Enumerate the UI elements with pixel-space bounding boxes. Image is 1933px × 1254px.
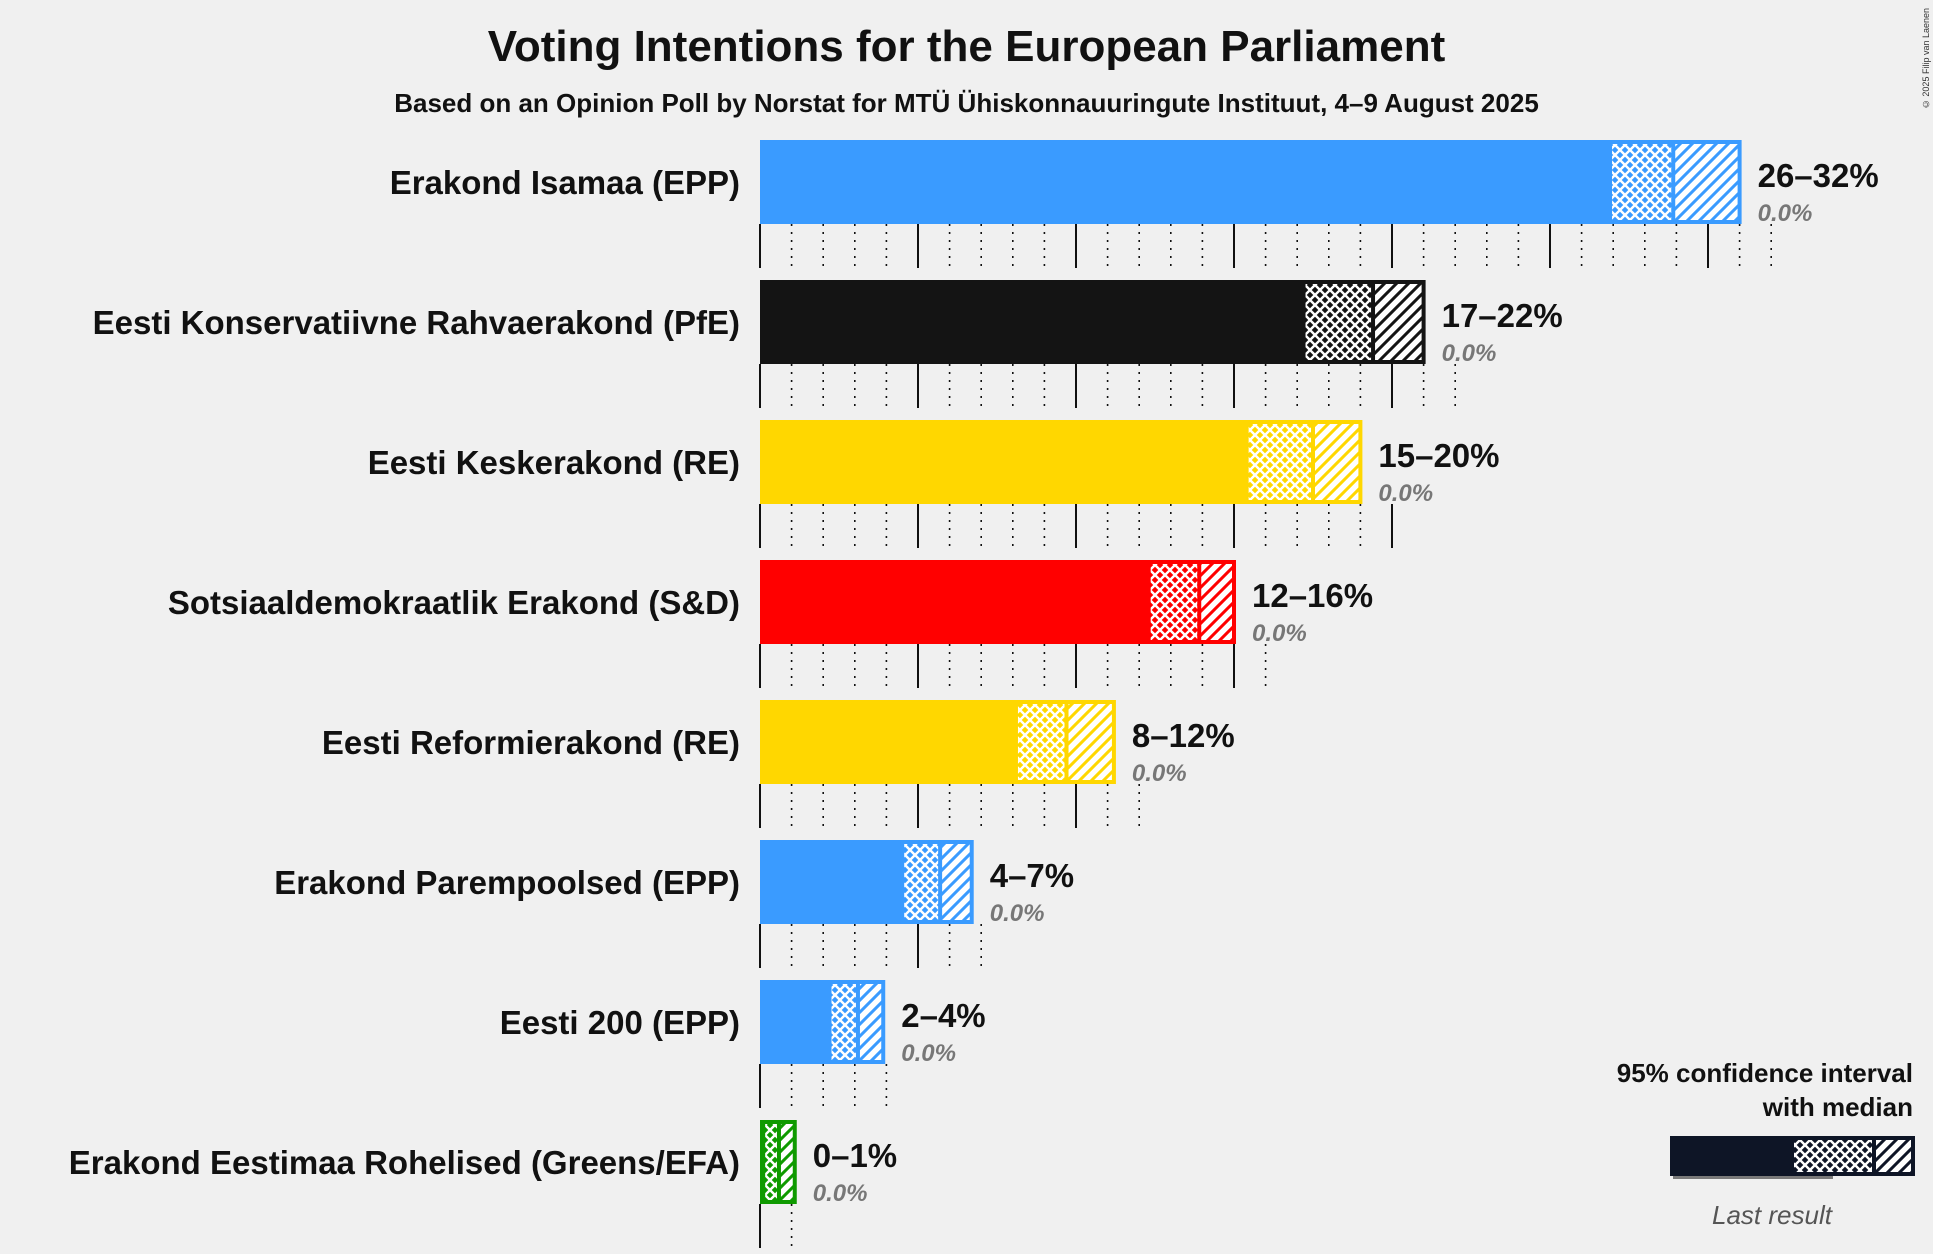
- range-label: 15–20%: [1378, 437, 1499, 474]
- bar-body: [760, 280, 1304, 364]
- bar-ci-outline: [1301, 280, 1426, 364]
- last-result-label: 0.0%: [1442, 340, 1497, 367]
- bar-ci-lower: [1015, 700, 1067, 784]
- bar-ci-lower: [1610, 140, 1674, 224]
- bar-body: [760, 840, 903, 924]
- bar-body: [760, 980, 830, 1064]
- bar-ci-lower: [902, 840, 941, 924]
- party-name: Erakond Parempoolsed (EPP): [274, 864, 740, 901]
- last-result-label: 0.0%: [990, 900, 1045, 927]
- chart-title: Voting Intentions for the European Parli…: [487, 22, 1446, 71]
- party-name: Eesti Konservatiivne Rahvaerakond (PfE): [93, 304, 740, 341]
- range-label: 12–16%: [1252, 577, 1373, 614]
- legend-line2: with median: [1762, 1092, 1913, 1122]
- bar-ci-upper: [1066, 700, 1114, 784]
- legend-solid: [1670, 1136, 1792, 1176]
- party-name: Eesti 200 (EPP): [500, 1004, 740, 1041]
- legend-line1: 95% confidence interval: [1617, 1058, 1913, 1088]
- party-name: Eesti Keskerakond (RE): [368, 444, 740, 481]
- bar-ci-lower: [1303, 280, 1374, 364]
- bar-ci-upper: [857, 980, 884, 1064]
- legend-last-result: Last result: [1712, 1200, 1834, 1230]
- bar-body: [760, 700, 1016, 784]
- bar-ci-lower: [829, 980, 858, 1064]
- range-label: 4–7%: [990, 857, 1074, 894]
- bar-ci-outline: [1146, 560, 1237, 644]
- bar-ci-upper: [778, 1120, 795, 1204]
- legend-outline: [1790, 1136, 1915, 1176]
- bar-ci-upper: [940, 840, 972, 924]
- party-name: Erakond Eestimaa Rohelised (Greens/EFA): [69, 1144, 740, 1181]
- last-result-label: 0.0%: [1132, 760, 1187, 787]
- bar-body: [760, 140, 1611, 224]
- bar-ci-outline: [900, 840, 974, 924]
- bar-ci-upper: [1199, 560, 1234, 644]
- bar-ci-lower: [763, 1120, 779, 1204]
- party-name: Eesti Reformierakond (RE): [322, 724, 740, 761]
- legend-cross: [1792, 1136, 1874, 1176]
- range-label: 0–1%: [813, 1137, 897, 1174]
- bar-ci-outline: [1244, 420, 1363, 504]
- range-label: 8–12%: [1132, 717, 1235, 754]
- bar-ci-lower: [1148, 560, 1200, 644]
- bar-body: [760, 420, 1247, 504]
- last-result-label: 0.0%: [901, 1040, 956, 1067]
- last-result-label: 0.0%: [1378, 480, 1433, 507]
- legend-diag: [1874, 1136, 1914, 1176]
- bar-ci-upper: [1373, 280, 1424, 364]
- bar-body: [760, 560, 1149, 644]
- range-label: 17–22%: [1442, 297, 1563, 334]
- range-label: 26–32%: [1758, 157, 1879, 194]
- range-label: 2–4%: [901, 997, 985, 1034]
- chart-subtitle: Based on an Opinion Poll by Norstat for …: [394, 88, 1539, 118]
- party-name: Sotsiaaldemokraatlik Erakond (S&D): [168, 584, 740, 621]
- bar-ci-upper: [1673, 140, 1740, 224]
- party-name: Erakond Isamaa (EPP): [390, 164, 740, 201]
- last-result-label: 0.0%: [813, 1180, 868, 1207]
- bar-ci-lower: [1246, 420, 1313, 504]
- last-result-label: 0.0%: [1758, 200, 1813, 227]
- last-result-label: 0.0%: [1252, 620, 1307, 647]
- bar-ci-upper: [1313, 420, 1361, 504]
